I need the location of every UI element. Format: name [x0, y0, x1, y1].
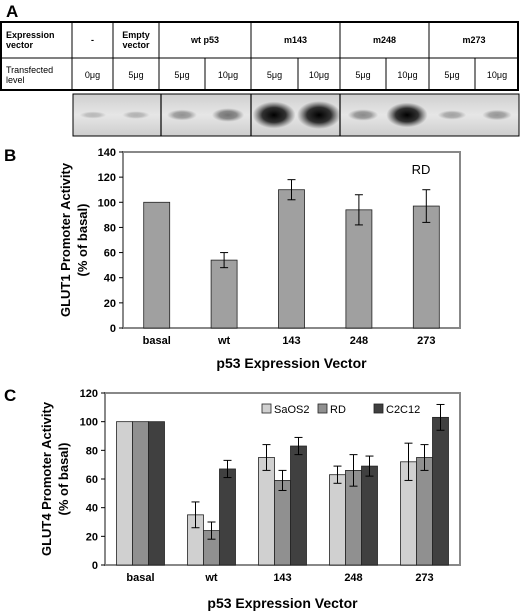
level-cell: 5μg [174, 69, 190, 80]
bar [258, 457, 275, 566]
western-blot [72, 93, 520, 137]
y-tick-label: 20 [104, 298, 116, 310]
level-cell: 5μg [128, 69, 144, 80]
legend-swatch [317, 403, 328, 414]
legend-label: SaOS2 [274, 404, 309, 416]
level-cell: 0μg [84, 69, 101, 80]
x-tick-label: 248 [350, 335, 368, 347]
level-cell: 5μg [444, 69, 460, 80]
blot-band [386, 102, 428, 128]
x-tick-label: 143 [282, 335, 300, 347]
blot-band [297, 101, 341, 129]
level-cell: 10μg [397, 69, 418, 80]
legend-swatch [373, 403, 384, 414]
y-axis-label: (% of basal) [75, 204, 90, 277]
level-cell: 5μg [266, 69, 283, 80]
panel-a-label: A [6, 2, 19, 21]
blot-band [437, 110, 467, 120]
y-tick-label: 0 [110, 323, 116, 335]
x-axis-label: p53 Expression Vector [207, 595, 358, 611]
bar [416, 457, 433, 566]
x-tick-label: wt [217, 335, 231, 347]
bar [432, 416, 449, 566]
y-tick-label: 60 [104, 248, 116, 260]
panel-c-label: C [4, 386, 17, 405]
y-tick-label: 140 [98, 147, 116, 159]
panel-b-label: B [4, 146, 17, 165]
bar [116, 421, 133, 566]
x-tick-label: 273 [415, 572, 433, 584]
x-tick-label: 143 [273, 572, 291, 584]
bar [412, 205, 440, 329]
y-tick-label: 60 [86, 474, 98, 486]
vector-cell: m248 [372, 34, 397, 45]
y-tick-label: 40 [104, 273, 116, 285]
bar [132, 421, 149, 566]
blot-band [252, 101, 296, 129]
blot-band [167, 109, 197, 121]
vector-cell: Empty vector [122, 29, 150, 50]
legend-label: C2C12 [386, 404, 420, 416]
bar [148, 421, 165, 566]
y-tick-label: 80 [104, 222, 116, 234]
table-grid [0, 21, 519, 91]
x-tick-label: wt [204, 572, 218, 584]
y-tick-label: 100 [80, 417, 98, 429]
y-axis-label: (% of basal) [56, 443, 71, 516]
bar [143, 201, 171, 329]
y-tick-label: 40 [86, 503, 98, 515]
y-axis-label: GLUT4 Promoter Activity [39, 401, 54, 556]
glut1-bar-chart: 0 20 40 60 80 100 120 140 basal wt 143 248 273 GLUT1 … [58, 147, 461, 371]
blot-band [79, 111, 107, 119]
level-cell: 10μg [217, 69, 239, 80]
level-cell: 10μg [308, 69, 330, 80]
blot-band [122, 111, 150, 119]
vector-cell: - [91, 34, 94, 45]
bar [345, 209, 373, 329]
bar [278, 189, 305, 329]
x-tick-label: 273 [417, 335, 435, 347]
glut4-bar-chart: 0 20 40 60 80 100 120 basal wt 143 248 273 GLUT4 Pro… [39, 388, 461, 611]
x-tick-label: 248 [344, 572, 362, 584]
y-tick-label: 0 [92, 560, 98, 572]
level-cell: 10μg [486, 69, 508, 80]
x-axis-label: p53 Expression Vector [216, 355, 367, 371]
y-tick-label: 80 [86, 445, 98, 457]
row-header-expression-vector: Expression vector [6, 29, 55, 50]
level-cell: 5μg [355, 69, 371, 80]
blot-band [482, 109, 512, 121]
y-tick-label: 100 [98, 197, 116, 209]
bar [274, 480, 291, 566]
row-header-transfected-level: Transfected level [6, 64, 54, 85]
y-tick-label: 120 [80, 388, 98, 400]
chart-annotation: RD [412, 162, 431, 177]
bar [210, 259, 238, 329]
vector-cell: wt p53 [190, 34, 219, 45]
legend-label: RD [330, 404, 346, 416]
y-axis-label: GLUT1 Promoter Activity [58, 162, 73, 317]
y-tick-label: 120 [98, 172, 116, 184]
vector-cell: m273 [462, 34, 486, 45]
blot-band [211, 108, 245, 122]
blot-band [347, 109, 379, 121]
legend-swatch [261, 403, 272, 414]
bar [361, 465, 378, 566]
x-tick-label: basal [143, 335, 171, 347]
bar [329, 474, 346, 566]
bar [290, 445, 307, 566]
bar [219, 468, 236, 566]
expression-table: Expression vector Transfected level - Em… [0, 21, 519, 91]
vector-cell: m143 [283, 34, 308, 45]
y-tick-label: 20 [86, 531, 98, 543]
x-tick-label: basal [126, 572, 154, 584]
